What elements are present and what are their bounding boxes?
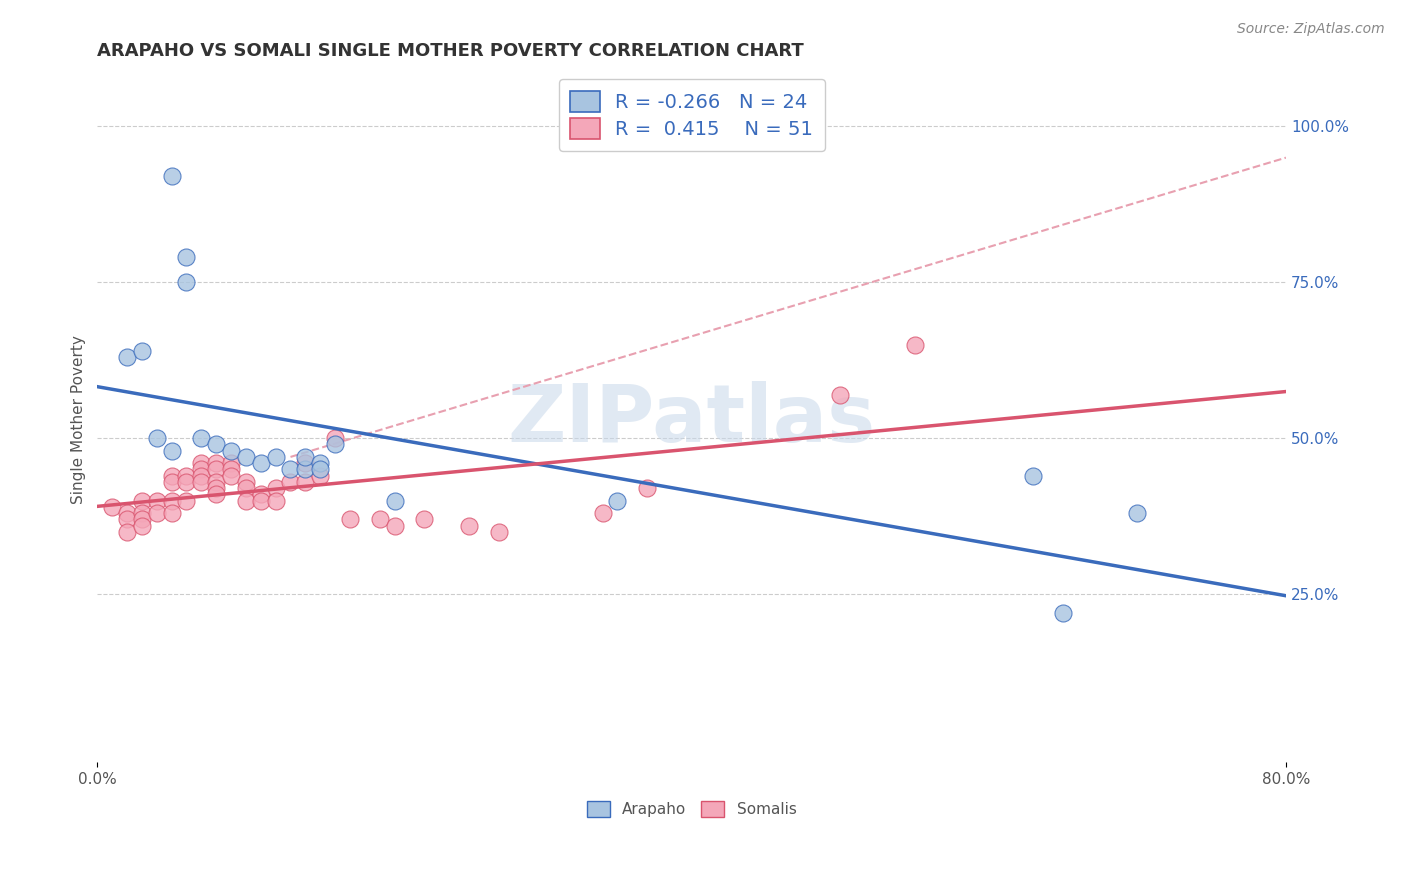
Point xyxy=(294,450,316,464)
Point xyxy=(368,512,391,526)
Point xyxy=(249,487,271,501)
Point xyxy=(176,475,198,489)
Point xyxy=(309,456,332,470)
Point xyxy=(249,456,271,470)
Point xyxy=(219,456,242,470)
Point xyxy=(190,431,212,445)
Point xyxy=(115,524,138,539)
Point xyxy=(160,169,183,184)
Point xyxy=(1052,606,1074,620)
Point xyxy=(488,524,510,539)
Point xyxy=(339,512,361,526)
Point xyxy=(131,343,153,358)
Point xyxy=(294,462,316,476)
Point xyxy=(235,493,257,508)
Point xyxy=(264,493,287,508)
Point xyxy=(205,456,228,470)
Point xyxy=(115,506,138,520)
Point xyxy=(146,493,169,508)
Point xyxy=(294,456,316,470)
Point xyxy=(160,468,183,483)
Point xyxy=(264,481,287,495)
Point xyxy=(1022,468,1045,483)
Point xyxy=(160,475,183,489)
Point xyxy=(205,475,228,489)
Point xyxy=(903,337,925,351)
Point xyxy=(205,481,228,495)
Point xyxy=(205,487,228,501)
Legend: Arapaho, Somalis: Arapaho, Somalis xyxy=(581,795,803,823)
Point xyxy=(219,462,242,476)
Point xyxy=(249,493,271,508)
Point xyxy=(636,481,658,495)
Point xyxy=(176,468,198,483)
Point xyxy=(160,443,183,458)
Point xyxy=(101,500,124,514)
Point xyxy=(146,506,169,520)
Point xyxy=(115,350,138,364)
Point xyxy=(280,462,302,476)
Y-axis label: Single Mother Poverty: Single Mother Poverty xyxy=(72,335,86,504)
Point xyxy=(413,512,436,526)
Point xyxy=(205,437,228,451)
Point xyxy=(323,431,346,445)
Point xyxy=(160,493,183,508)
Point xyxy=(190,468,212,483)
Point xyxy=(190,462,212,476)
Point xyxy=(384,493,406,508)
Point xyxy=(1126,506,1149,520)
Point xyxy=(131,518,153,533)
Point xyxy=(830,387,852,401)
Point xyxy=(131,512,153,526)
Point xyxy=(235,481,257,495)
Point xyxy=(457,518,479,533)
Point xyxy=(219,468,242,483)
Point xyxy=(294,475,316,489)
Text: ARAPAHO VS SOMALI SINGLE MOTHER POVERTY CORRELATION CHART: ARAPAHO VS SOMALI SINGLE MOTHER POVERTY … xyxy=(97,42,804,60)
Point xyxy=(205,462,228,476)
Point xyxy=(176,493,198,508)
Point xyxy=(264,450,287,464)
Point xyxy=(176,276,198,290)
Point xyxy=(235,475,257,489)
Point xyxy=(146,431,169,445)
Point xyxy=(235,450,257,464)
Point xyxy=(131,493,153,508)
Point xyxy=(131,506,153,520)
Point xyxy=(219,443,242,458)
Point xyxy=(384,518,406,533)
Point xyxy=(323,437,346,451)
Text: ZIPatlas: ZIPatlas xyxy=(508,381,876,458)
Point xyxy=(280,475,302,489)
Point xyxy=(309,468,332,483)
Point xyxy=(592,506,614,520)
Point xyxy=(160,506,183,520)
Point xyxy=(309,462,332,476)
Point xyxy=(176,251,198,265)
Point xyxy=(190,475,212,489)
Point xyxy=(115,512,138,526)
Point xyxy=(190,456,212,470)
Point xyxy=(606,493,628,508)
Text: Source: ZipAtlas.com: Source: ZipAtlas.com xyxy=(1237,22,1385,37)
